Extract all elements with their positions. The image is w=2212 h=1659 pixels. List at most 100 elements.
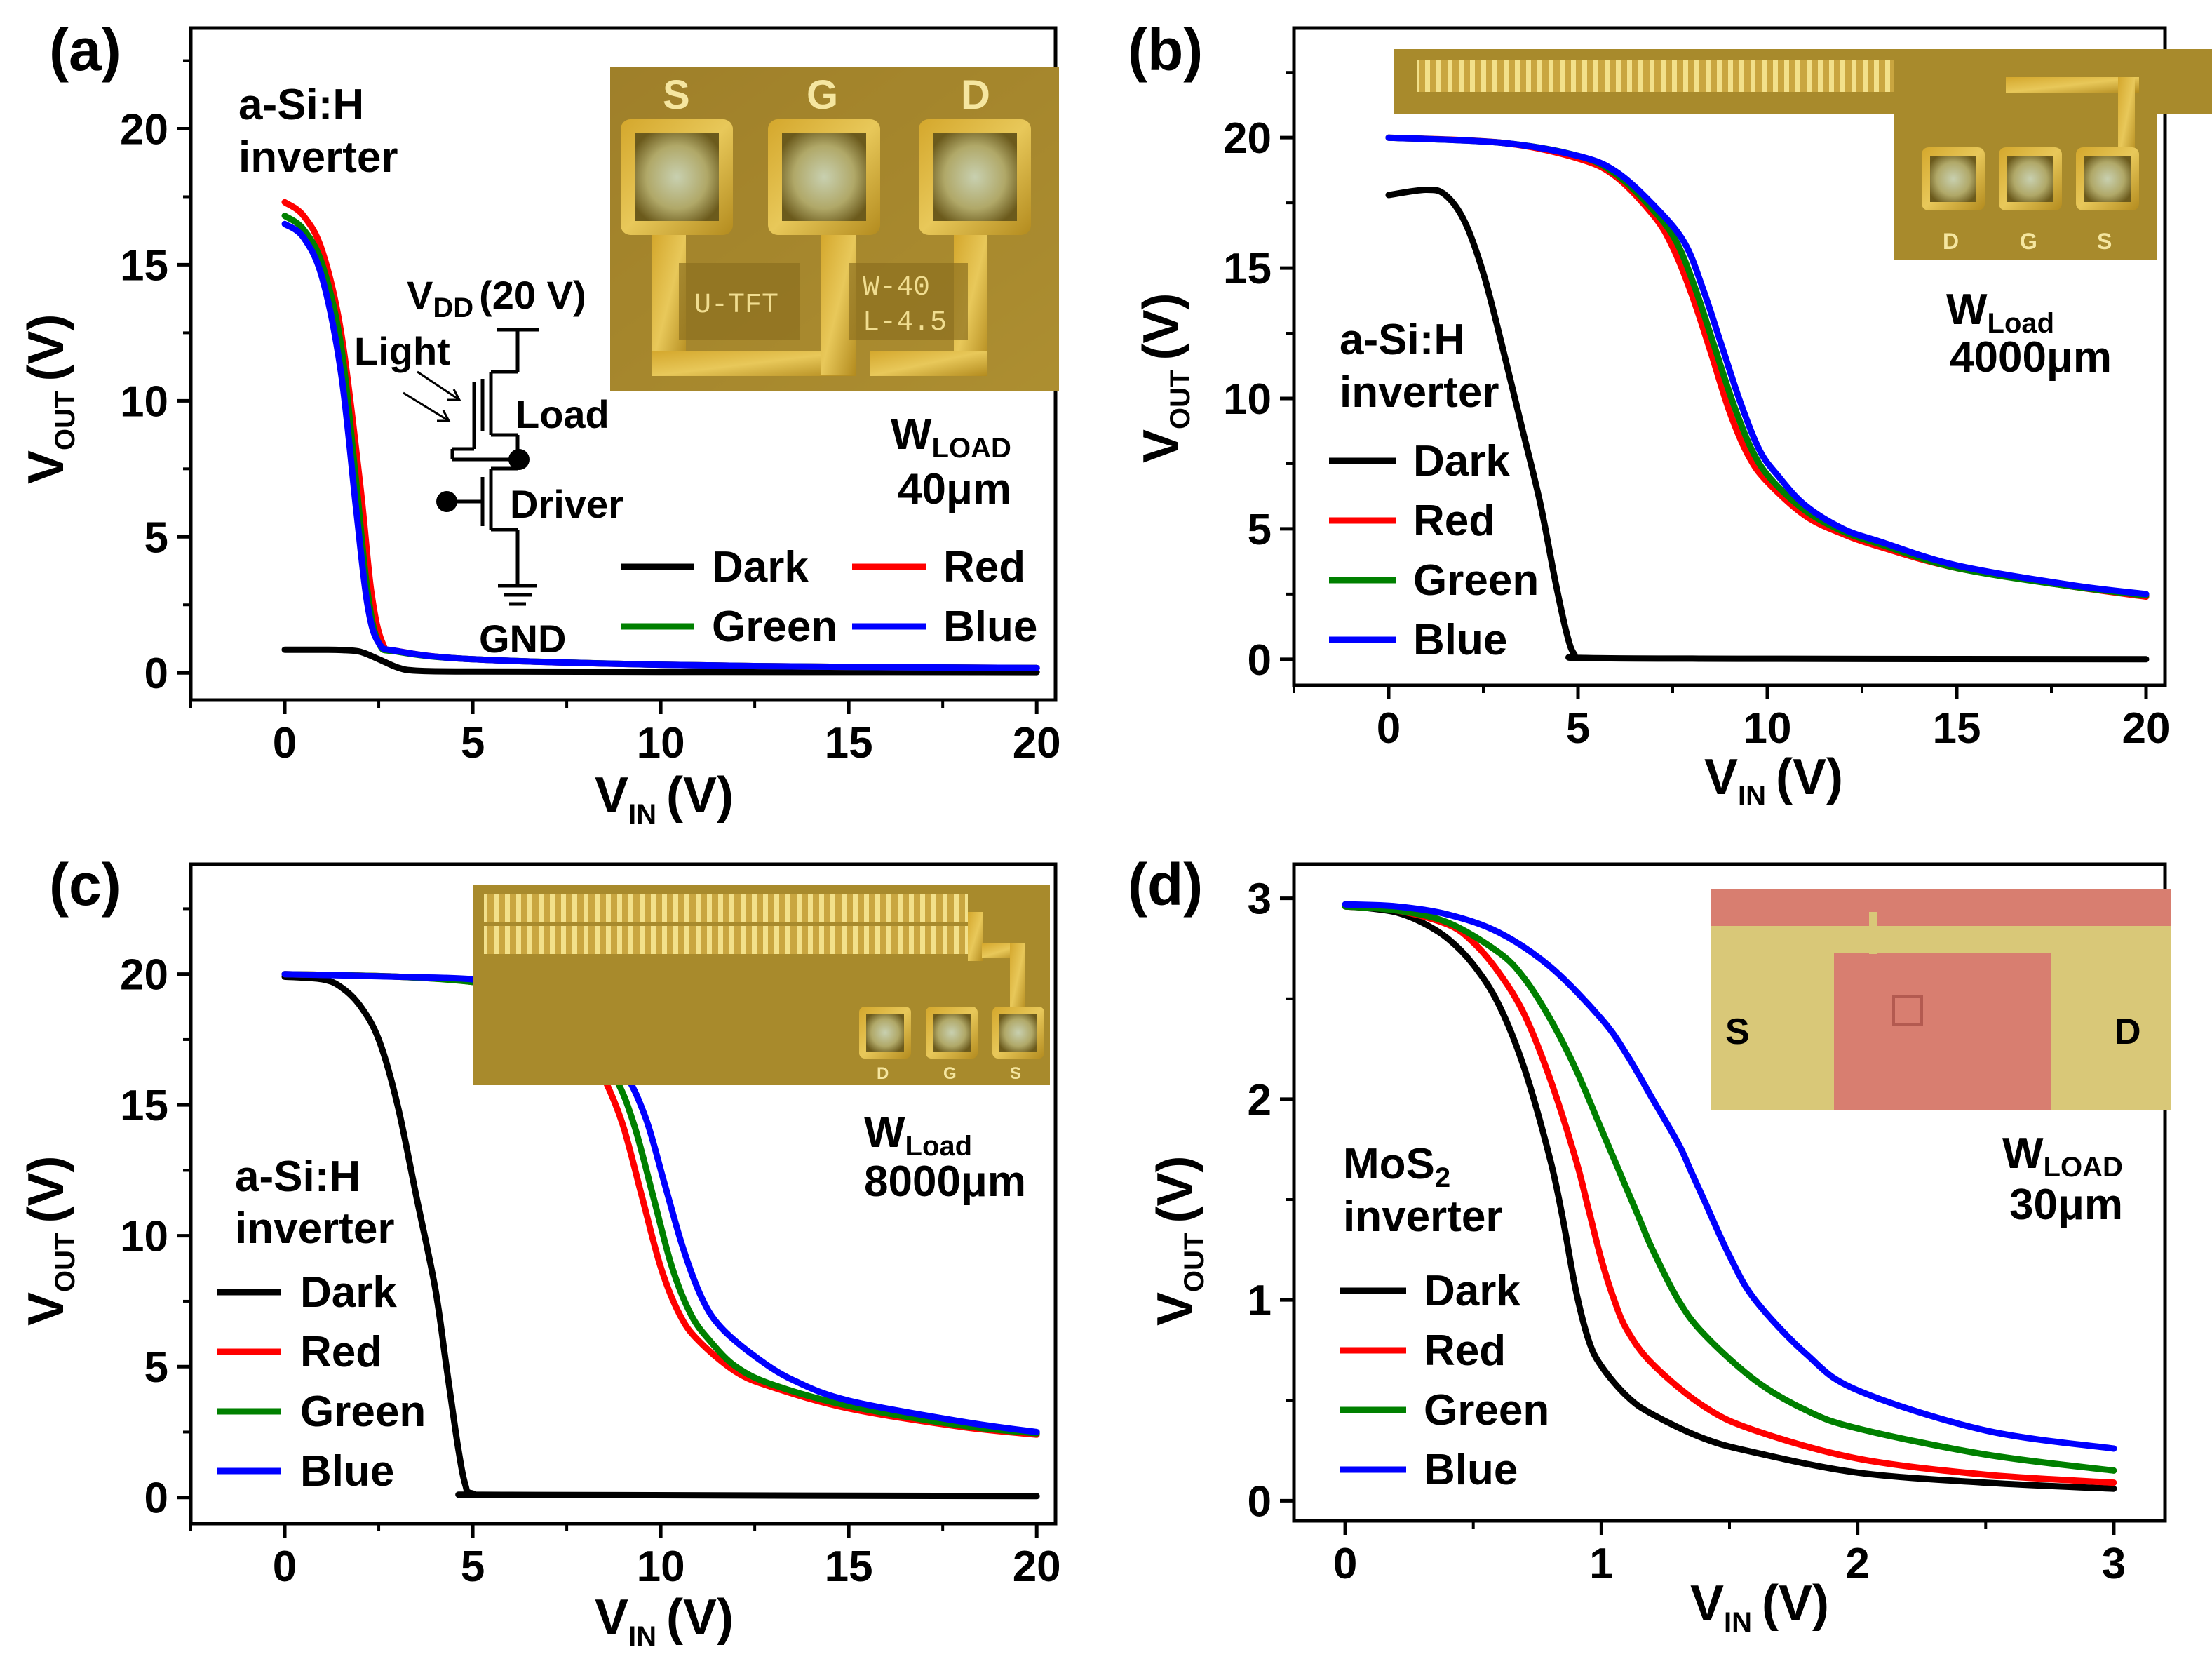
x-tick-label: 1 — [1589, 1540, 1613, 1588]
y-tick-label: 20 — [120, 106, 168, 154]
photo-label-g: G — [807, 72, 838, 118]
x-axis-sub: IN — [1738, 781, 1766, 812]
legend-label-red: Red — [1424, 1326, 1506, 1375]
light-label: Light — [354, 329, 450, 373]
series-line-dark — [1342, 903, 2117, 1492]
plot-frame — [189, 862, 1058, 1526]
x-tick-label: 5 — [1566, 704, 1590, 753]
x-tick-label: 20 — [1013, 1543, 1061, 1591]
photo-label-s: S — [2097, 229, 2112, 254]
y-axis-label: VOUT (V) — [18, 314, 81, 484]
x-axis-sub: IN — [1724, 1607, 1752, 1638]
y-tick-label: 0 — [1248, 636, 1272, 685]
gnd-label: GND — [479, 617, 566, 661]
w-load-label: WLoad — [864, 1108, 972, 1162]
x-tick-label: 10 — [1744, 704, 1792, 753]
series-line-dark — [1385, 187, 2150, 663]
series-line-dark — [281, 646, 1040, 676]
w-prefix: W — [864, 1108, 905, 1157]
w-load-value: 4000μm — [1950, 333, 2112, 382]
x-axis-unit: (V) — [1762, 1576, 1829, 1632]
y-axis-unit: (V) — [1133, 293, 1189, 361]
x-tick-label: 5 — [461, 1543, 485, 1591]
ticks: 0 1 2 3 0 1 2 3 — [1248, 875, 2126, 1588]
y-tick-label: 0 — [144, 650, 168, 698]
photo-label-s: S — [1010, 1064, 1021, 1083]
y-axis-sub: OUT — [50, 1233, 81, 1292]
y-tick-label: 0 — [144, 1475, 168, 1523]
series-line-blue — [1385, 134, 2150, 598]
x-axis-label: VIN (V) — [1704, 749, 1843, 812]
w-prefix: W — [1946, 286, 1988, 334]
photo-label-g: G — [2020, 229, 2037, 254]
w-load-label: WLOAD — [891, 410, 1011, 464]
driver-label: Driver — [510, 482, 623, 526]
y-tick-label: 20 — [120, 951, 168, 1000]
legend-label-red: Red — [943, 543, 1025, 591]
photo-label-d: D — [2115, 1012, 2141, 1052]
x-axis-main: V — [595, 767, 628, 824]
legend-label-dark: Dark — [1424, 1267, 1520, 1315]
y-axis-label: VOUT (V) — [18, 1156, 81, 1326]
x-axis-sub: IN — [628, 799, 656, 830]
w-load-label: WLOAD — [2002, 1129, 2123, 1183]
device-title-line2: inverter — [235, 1204, 394, 1253]
legend-label-green: Green — [1424, 1386, 1549, 1435]
curves — [281, 199, 1040, 676]
chip-text-u-tft: U-TFT — [694, 290, 778, 321]
legend-label-dark: Dark — [712, 543, 809, 591]
y-axis-unit: (V) — [18, 1156, 74, 1223]
w-prefix: W — [891, 410, 932, 459]
vdd-label: VDD (20 V) — [407, 273, 586, 323]
w-sub: Load — [905, 1131, 973, 1162]
panel-a: (a) 0 5 10 15 20 0 5 10 15 20 S G D U-TFT W-40 — [18, 17, 1061, 830]
device-title-line1: MoS2 — [1343, 1140, 1450, 1193]
y-axis-sub: OUT — [50, 391, 81, 450]
y-axis-sub: OUT — [1179, 1233, 1210, 1292]
x-tick-label: 10 — [637, 719, 685, 767]
x-axis-label: VIN (V) — [595, 767, 734, 830]
y-axis-main: V — [18, 1292, 74, 1326]
y-tick-label: 0 — [1248, 1477, 1272, 1526]
legend-label-blue: Blue — [1424, 1446, 1518, 1494]
chip-text-l: L-4.5 — [863, 307, 947, 339]
y-tick-label: 5 — [144, 513, 168, 562]
x-tick-label: 0 — [1333, 1540, 1357, 1588]
device-photo-inset: D G S — [473, 885, 1050, 1085]
x-tick-label: 0 — [273, 1543, 297, 1591]
x-tick-label: 5 — [461, 719, 485, 767]
x-axis-unit: (V) — [666, 1590, 734, 1646]
curves — [1385, 134, 2150, 663]
device-title-prefix: MoS — [1343, 1140, 1435, 1188]
w-load-value: 30μm — [2009, 1181, 2123, 1229]
series-line-blue — [1342, 901, 2117, 1452]
device-title-line1: a-Si:H — [238, 81, 364, 129]
y-axis-unit: (V) — [1147, 1156, 1203, 1223]
x-axis-label: VIN (V) — [1690, 1576, 1829, 1638]
ticks: 0 5 10 15 20 0 5 10 15 20 — [120, 907, 1061, 1591]
w-sub: LOAD — [2044, 1152, 2123, 1183]
ticks: 0 5 10 15 20 0 5 10 15 20 — [1223, 71, 2170, 753]
y-tick-label: 15 — [1223, 245, 1272, 293]
y-axis-main: V — [1147, 1292, 1203, 1326]
series-line-dark — [281, 973, 1040, 1500]
y-tick-label: 20 — [1223, 114, 1272, 163]
y-tick-label: 10 — [120, 1213, 168, 1261]
photo-label-s: S — [663, 72, 690, 118]
x-tick-label: 0 — [1377, 704, 1401, 753]
x-tick-label: 10 — [637, 1543, 685, 1591]
legend-label-blue: Blue — [943, 603, 1037, 651]
y-axis-main: V — [18, 450, 74, 484]
y-tick-label: 1 — [1248, 1277, 1272, 1325]
x-tick-label: 15 — [1933, 704, 1981, 753]
legend-label-dark: Dark — [1413, 437, 1510, 485]
device-title-sub: 2 — [1435, 1162, 1450, 1193]
legend-label-green: Green — [712, 603, 837, 651]
legend: Dark Red Green Blue — [217, 1268, 426, 1496]
series-line-blue — [281, 220, 1040, 671]
y-tick-label: 15 — [120, 1082, 168, 1130]
